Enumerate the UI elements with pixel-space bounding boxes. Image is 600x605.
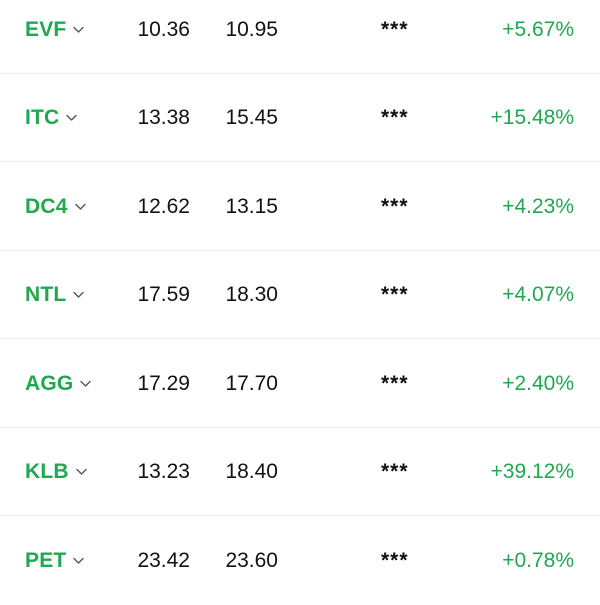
symbol-label: PET — [25, 549, 67, 572]
reference-price: 10.36 — [137, 18, 190, 41]
change-percent: +4.07% — [502, 283, 574, 306]
symbol-selector[interactable]: KLB — [25, 428, 87, 516]
stock-row[interactable]: PET 23.42 23.60 *** +0.78% — [0, 517, 600, 605]
symbol-selector[interactable]: DC4 — [25, 163, 86, 251]
change-percent: +0.78% — [502, 549, 574, 572]
chevron-down-icon — [80, 380, 92, 387]
change-percent: +15.48% — [490, 106, 575, 129]
change-percent: +39.12% — [490, 460, 575, 483]
reference-price: 12.62 — [137, 195, 190, 218]
match-price: 18.40 — [225, 460, 278, 483]
chevron-down-icon — [73, 26, 85, 33]
reference-price: 17.59 — [137, 283, 190, 306]
match-price: 10.95 — [225, 18, 278, 41]
reference-price: 13.23 — [137, 460, 190, 483]
stock-row[interactable]: ITC 13.38 15.45 *** +15.48% — [0, 74, 600, 162]
match-price: 18.30 — [225, 283, 278, 306]
volume-masked: *** — [381, 18, 409, 41]
change-percent: +2.40% — [502, 372, 574, 395]
symbol-label: EVF — [25, 18, 67, 41]
symbol-selector[interactable]: ITC — [25, 74, 78, 162]
volume-masked: *** — [381, 372, 409, 395]
symbol-label: KLB — [25, 460, 69, 483]
stock-row[interactable]: EVF 10.36 10.95 *** +5.67% — [0, 0, 600, 74]
chevron-down-icon — [76, 468, 87, 475]
stock-row[interactable]: KLB 13.23 18.40 *** +39.12% — [0, 428, 600, 516]
chevron-down-icon — [66, 114, 78, 121]
stock-row[interactable]: DC4 12.62 13.15 *** +4.23% — [0, 163, 600, 251]
match-price: 17.70 — [225, 372, 278, 395]
stock-row[interactable]: AGG 17.29 17.70 *** +2.40% — [0, 340, 600, 428]
volume-masked: *** — [381, 283, 409, 306]
volume-masked: *** — [381, 549, 409, 572]
symbol-selector[interactable]: PET — [25, 517, 85, 605]
chevron-down-icon — [73, 557, 85, 564]
reference-price: 17.29 — [137, 372, 190, 395]
reference-price: 23.42 — [137, 549, 190, 572]
symbol-selector[interactable]: NTL — [25, 251, 85, 339]
symbol-label: ITC — [25, 106, 60, 129]
match-price: 13.15 — [225, 195, 278, 218]
change-percent: +5.67% — [502, 18, 574, 41]
chevron-down-icon — [74, 203, 86, 210]
match-price: 23.60 — [225, 549, 278, 572]
volume-masked: *** — [381, 106, 409, 129]
change-percent: +4.23% — [502, 195, 574, 218]
chevron-down-icon — [73, 291, 85, 298]
symbol-label: DC4 — [25, 195, 68, 218]
reference-price: 13.38 — [137, 106, 190, 129]
match-price: 15.45 — [225, 106, 278, 129]
stock-row[interactable]: NTL 17.59 18.30 *** +4.07% — [0, 251, 600, 339]
symbol-label: NTL — [25, 283, 67, 306]
symbol-label: AGG — [25, 372, 74, 395]
volume-masked: *** — [381, 195, 409, 218]
volume-masked: *** — [381, 460, 409, 483]
symbol-selector[interactable]: EVF — [25, 0, 85, 74]
symbol-selector[interactable]: AGG — [25, 340, 92, 428]
